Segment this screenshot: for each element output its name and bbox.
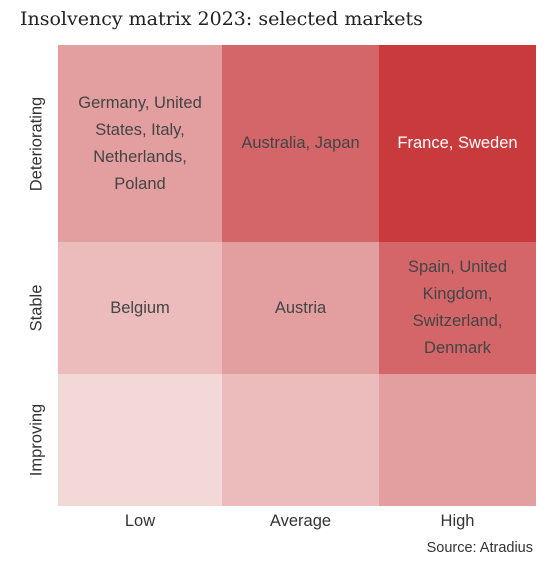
- matrix-cell-stable-low: Belgium: [58, 242, 222, 374]
- matrix-cell-label: Germany, United States, Italy, Netherlan…: [78, 93, 202, 193]
- column-label-average: Average: [269, 512, 332, 530]
- matrix-cell-deteriorating-average: Australia, Japan: [222, 45, 379, 242]
- matrix-cell-stable-high: Spain, United Kingdom, Switzerland, Denm…: [379, 242, 536, 374]
- matrix-cell-stable-average: Austria: [222, 242, 379, 374]
- matrix-cell-improving-average: [222, 374, 379, 506]
- matrix-cell-label: Spain, United Kingdom, Switzerland, Denm…: [407, 258, 508, 357]
- matrix-cell-label: Australia, Japan: [241, 134, 360, 152]
- matrix-cell-deteriorating-high: France, Sweden: [379, 45, 536, 242]
- matrix-cell-label: Austria: [274, 298, 327, 317]
- column-label-low: Low: [124, 512, 156, 530]
- matrix-cell-improving-low: [58, 374, 222, 506]
- matrix-cell-label: France, Sweden: [397, 134, 518, 152]
- matrix-cell-deteriorating-low: Germany, United States, Italy, Netherlan…: [58, 45, 222, 242]
- row-label-text: Stable: [27, 284, 46, 332]
- source-note: Source: Atradius: [426, 540, 533, 556]
- row-label-text: Deteriorating: [27, 96, 46, 191]
- matrix-cell-improving-high: [379, 374, 536, 506]
- column-label-high: High: [440, 512, 475, 530]
- row-label-text: Improving: [27, 403, 46, 477]
- matrix-cell-label: Belgium: [110, 298, 170, 317]
- chart-title: Insolvency matrix 2023: selected markets: [20, 8, 423, 30]
